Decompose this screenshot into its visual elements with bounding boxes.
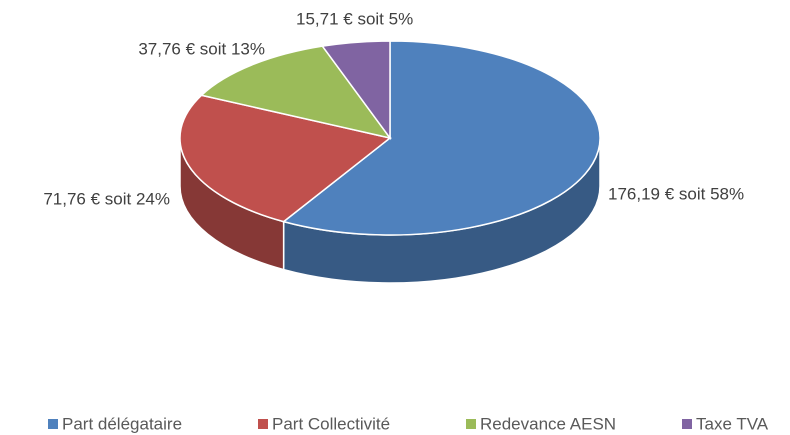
legend-marker — [466, 419, 476, 429]
legend-label: Part délégataire — [62, 414, 182, 433]
legend-label: Taxe TVA — [696, 414, 769, 433]
data-label: 15,71 € soit 5% — [296, 9, 413, 28]
legend-marker — [48, 419, 58, 429]
legend-label: Redevance AESN — [480, 414, 616, 433]
data-label: 37,76 € soit 13% — [138, 39, 265, 58]
legend-label: Part Collectivité — [272, 414, 390, 433]
data-label: 176,19 € soit 58% — [608, 184, 744, 203]
slice — [321, 40, 391, 141]
legend-marker — [682, 419, 692, 429]
slice — [199, 45, 392, 140]
slice — [281, 40, 601, 236]
data-label: 71,76 € soit 24% — [43, 189, 170, 208]
legend-marker — [258, 419, 268, 429]
